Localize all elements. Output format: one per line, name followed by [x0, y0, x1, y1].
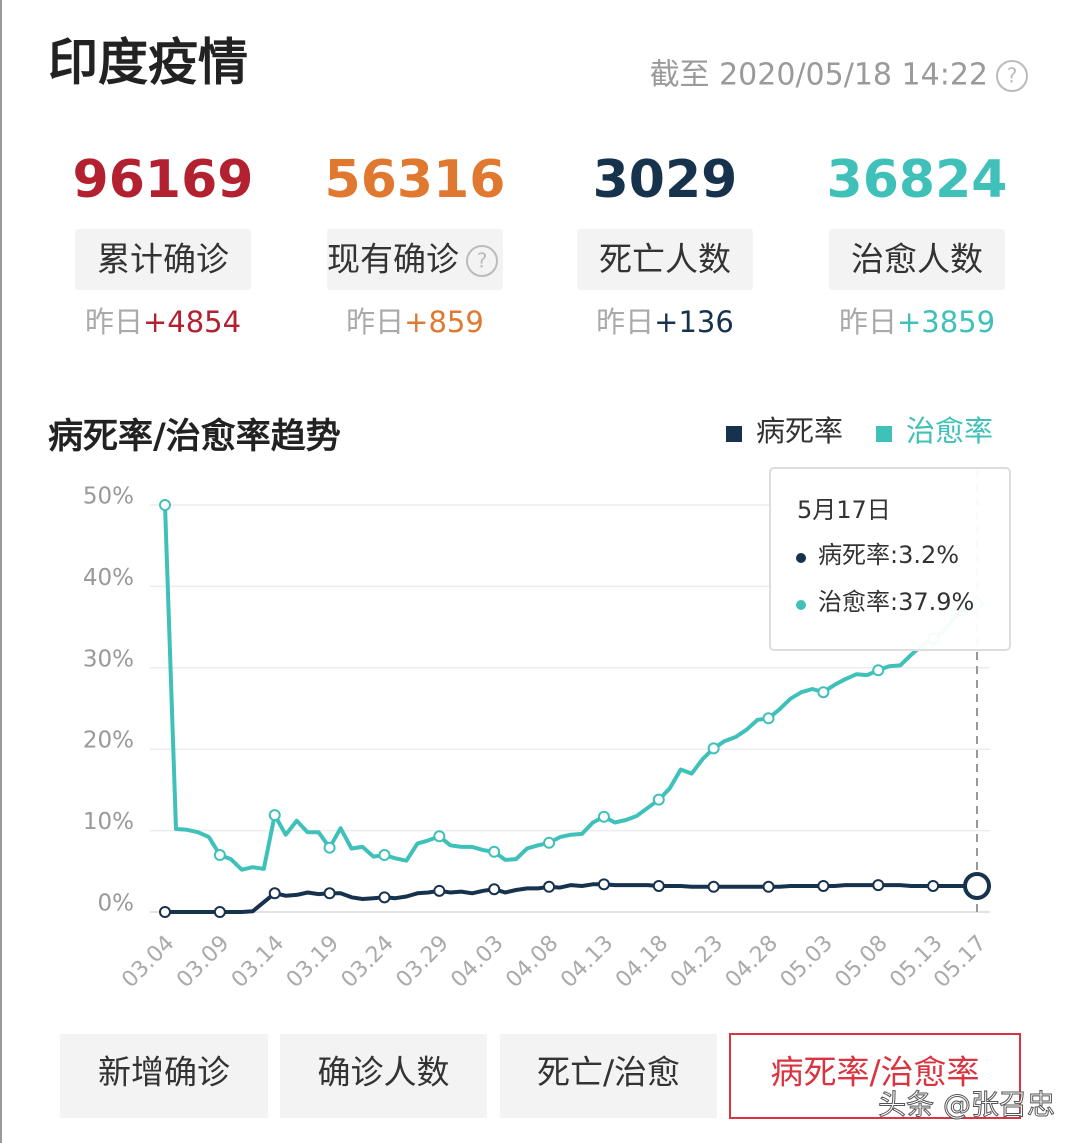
yesterday-label: 昨日: [85, 305, 143, 339]
data-point: [159, 906, 171, 918]
data-point: [323, 841, 336, 854]
data-point: [378, 849, 391, 862]
tab[interactable]: 病死率/治愈率: [729, 1033, 1021, 1119]
svg-text:?: ?: [1007, 64, 1018, 88]
stat-delta-line: 昨日+4854: [85, 305, 241, 339]
data-point: [323, 887, 336, 900]
y-tick-label: 10%: [83, 809, 134, 835]
data-point: [872, 879, 885, 892]
data-point: [817, 686, 830, 699]
stat-value: 56316: [325, 150, 506, 210]
data-point: [707, 880, 720, 893]
help-icon[interactable]: ?: [996, 60, 1028, 92]
tab-label[interactable]: 确诊人数: [318, 1053, 450, 1092]
stat-label: 现有确诊: [327, 240, 459, 279]
data-point: [652, 879, 665, 892]
chart-title: 病死率/治愈率趋势: [48, 416, 341, 457]
help-circle: [466, 245, 498, 277]
legend-swatch: [876, 426, 892, 442]
data-point: [652, 793, 665, 806]
tab[interactable]: 确诊人数: [280, 1034, 487, 1118]
yesterday-label: 昨日: [839, 305, 897, 339]
tab-label[interactable]: 新增确诊: [98, 1053, 230, 1092]
stat-label-box: [577, 229, 753, 290]
stat-delta-line: 昨日+859: [346, 305, 484, 339]
stat-value: 3029: [593, 150, 738, 210]
active-point: [963, 871, 991, 900]
data-point: [762, 712, 775, 725]
y-tick-label: 40%: [83, 565, 134, 591]
legend-label: 病死率: [756, 414, 843, 448]
stat-value: 96169: [73, 150, 254, 210]
stat-label: 死亡人数: [599, 240, 731, 279]
timestamp: 截至 2020/05/18 14:22: [650, 58, 988, 93]
yesterday-label: 昨日: [346, 305, 404, 339]
y-tick-label: 0%: [98, 891, 135, 917]
data-point: [213, 849, 226, 862]
y-tick-label: 50%: [83, 484, 134, 510]
series-line: [165, 882, 977, 914]
y-tick-label: 20%: [83, 728, 134, 754]
tooltip-dot: [796, 553, 806, 563]
data-point: [378, 891, 391, 904]
tooltip-item: 病死率:3.2%: [818, 541, 959, 569]
legend-swatch: [726, 426, 742, 442]
legend-label: 治愈率: [906, 414, 993, 448]
tab-label[interactable]: 死亡/治愈: [537, 1053, 680, 1092]
page-title: 印度疫情: [48, 34, 248, 92]
data-point: [268, 809, 281, 822]
series-line: [163, 504, 978, 872]
tooltip-box: [769, 467, 1011, 651]
y-tick-label: 30%: [83, 646, 134, 672]
tab-box[interactable]: [500, 1034, 717, 1118]
stat-label-box: [327, 229, 503, 290]
tab-label[interactable]: 病死率/治愈率: [770, 1053, 979, 1092]
stat-delta: +136: [654, 305, 734, 339]
help-icon[interactable]: ?: [466, 245, 498, 277]
tab[interactable]: 新增确诊: [60, 1034, 268, 1118]
tab-box[interactable]: [60, 1034, 268, 1118]
stat-label: 治愈人数: [851, 240, 983, 279]
data-point: [543, 880, 556, 893]
data-point: [433, 884, 446, 897]
data-point: [488, 845, 501, 858]
stat-delta: +859: [404, 305, 484, 339]
tab-box[interactable]: [280, 1034, 487, 1118]
yesterday-label: 昨日: [596, 305, 654, 339]
stat-delta: +4854: [143, 305, 241, 339]
stat-delta-line: 昨日+3859: [839, 305, 995, 339]
stat-label: 累计确诊: [97, 240, 229, 279]
data-point: [433, 830, 446, 843]
tab[interactable]: 死亡/治愈: [500, 1034, 717, 1118]
stat-delta: +3859: [897, 305, 995, 339]
stat-label-box: [829, 229, 1005, 290]
data-point: [543, 836, 556, 849]
data-point: [159, 499, 171, 511]
data-point: [817, 879, 830, 892]
data-point: [597, 810, 610, 823]
data-point: [927, 879, 940, 892]
tooltip-item: 治愈率:37.9%: [818, 588, 974, 616]
stat-value: 36824: [827, 150, 1008, 210]
stat-delta-line: 昨日+136: [596, 305, 734, 339]
data-point: [707, 742, 720, 755]
data-point: [762, 880, 775, 893]
help-mark: ?: [477, 249, 488, 273]
tab-box[interactable]: [729, 1033, 1021, 1119]
data-point: [213, 906, 226, 918]
data-point: [597, 878, 610, 891]
stat-label-box: [75, 229, 251, 290]
watermark: 头条 @张召忠: [878, 1088, 1055, 1121]
data-point: [268, 887, 281, 900]
data-point: [872, 664, 885, 677]
tooltip-dot: [796, 600, 806, 610]
data-point: [488, 883, 501, 896]
tooltip-title: 5月17日: [797, 496, 891, 524]
